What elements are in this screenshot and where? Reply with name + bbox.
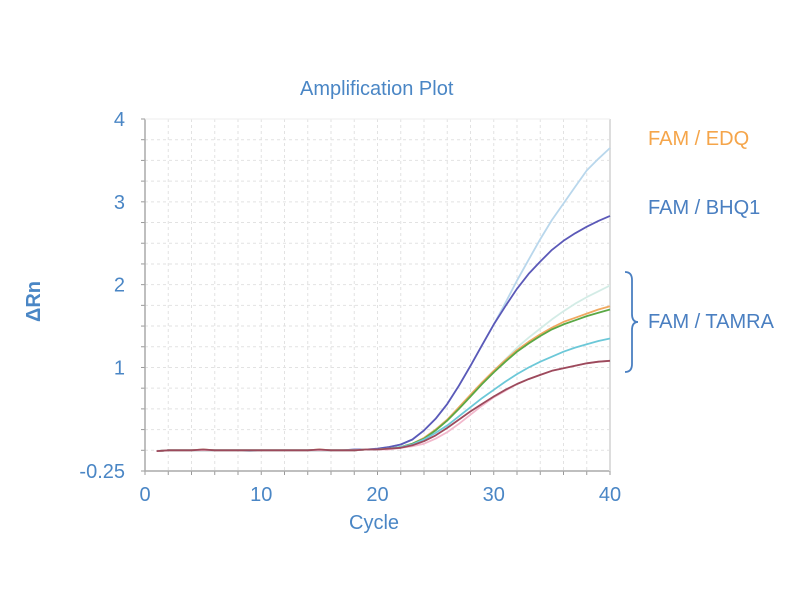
y-axis-label: ΔRn xyxy=(23,280,46,323)
annotation-fam-bhq1: FAM / BHQ1 xyxy=(648,197,761,219)
y-tick-label: -0.25 xyxy=(79,461,125,483)
annotation-fam-tamra: FAM / TAMRA xyxy=(648,311,774,333)
x-tick-label: 10 xyxy=(250,484,272,506)
y-tick-label: 4 xyxy=(114,109,125,131)
x-tick-label: 30 xyxy=(483,484,505,506)
y-tick-label: 1 xyxy=(114,357,125,379)
series-line xyxy=(156,359,611,452)
chart-title: Amplification Plot xyxy=(300,78,454,100)
x-tick-label: 40 xyxy=(599,484,621,506)
tamra-bracket xyxy=(624,271,639,373)
x-axis-label: Cycle xyxy=(349,512,400,534)
x-tick-label: 0 xyxy=(139,484,150,506)
annotation-fam-edq: FAM / EDQ xyxy=(648,128,750,150)
series-line xyxy=(156,147,611,453)
y-tick-label: 2 xyxy=(114,275,125,297)
series-line xyxy=(156,337,611,452)
x-tick-label: 20 xyxy=(366,484,388,506)
y-tick-label: 3 xyxy=(114,192,125,214)
series-line xyxy=(156,284,611,452)
